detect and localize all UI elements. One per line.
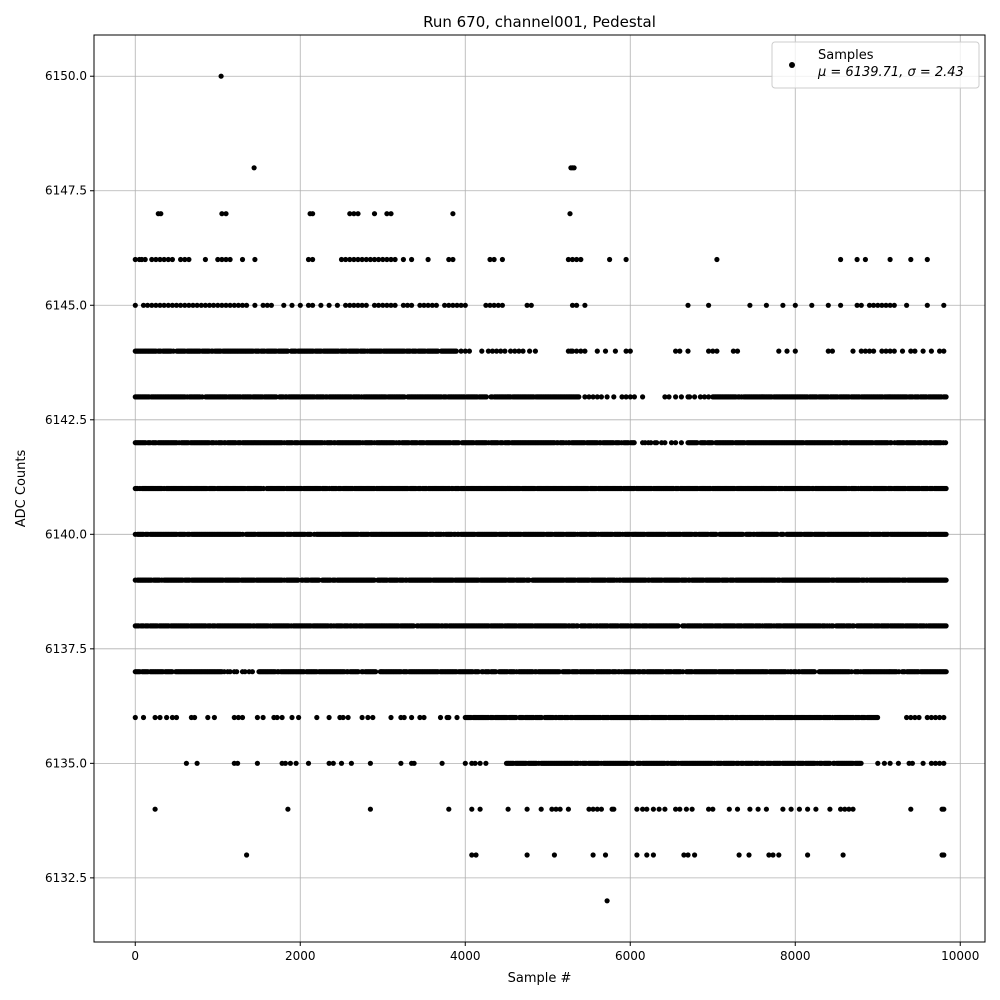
data-point: [373, 669, 379, 675]
data-point: [943, 440, 949, 446]
data-point: [631, 440, 637, 446]
data-point: [943, 394, 949, 400]
data-point: [675, 623, 681, 629]
data-point: [943, 577, 949, 583]
data-point: [483, 394, 489, 400]
data-point: [875, 714, 881, 721]
data-point: [943, 669, 949, 675]
data-point: [453, 348, 459, 354]
data-point: [943, 485, 949, 492]
data-point: [576, 394, 582, 400]
data-point: [943, 623, 949, 629]
data-point: [812, 669, 818, 675]
data-point: [943, 531, 949, 537]
data-points-layer: [132, 73, 949, 904]
